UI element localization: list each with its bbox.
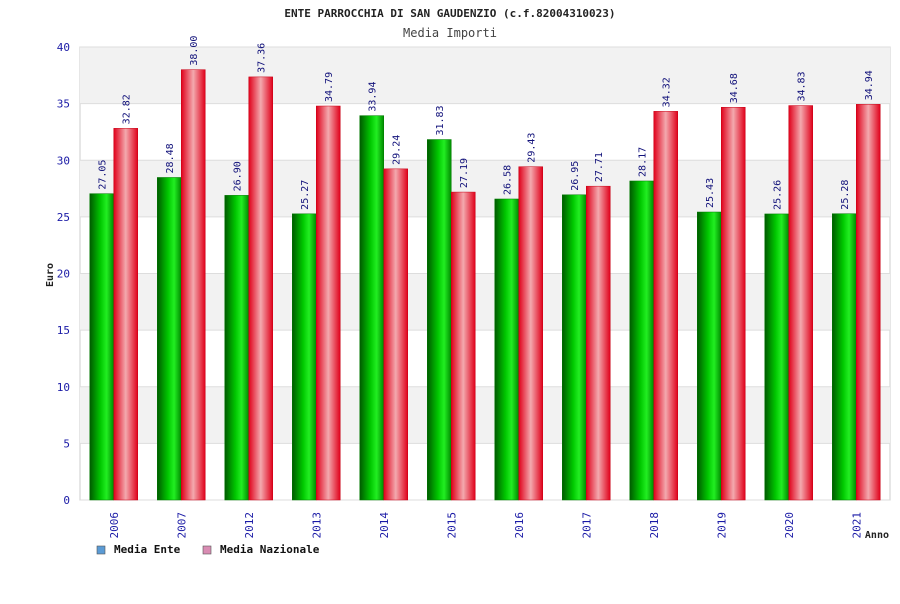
x-tick-label: 2015 [445, 512, 458, 539]
y-tick-label: 5 [63, 437, 70, 450]
data-label: 34.79 [324, 72, 335, 102]
bar-media-ente [224, 195, 249, 501]
x-tick-label: 2017 [580, 512, 593, 539]
bar-media-ente [427, 139, 452, 501]
grid-band [80, 386, 890, 444]
data-label: 26.58 [503, 165, 514, 195]
bar-media-nazionale [586, 185, 611, 501]
legend: Media Ente Media Nazionale [96, 543, 320, 556]
bar-media-nazionale [451, 191, 476, 501]
x-tick-label: 2006 [108, 512, 121, 539]
bar-media-ente [89, 193, 114, 501]
y-tick-label: 10 [57, 381, 70, 394]
bar-media-ente [494, 198, 519, 501]
data-label: 27.19 [459, 158, 470, 188]
bar-media-nazionale [248, 76, 273, 501]
data-label: 34.68 [729, 73, 740, 103]
data-label: 37.36 [257, 43, 268, 73]
legend-swatch-media-nazionale [202, 545, 212, 555]
legend-swatch-media-ente [96, 545, 106, 555]
bars-layer [89, 69, 881, 501]
x-tick-label: 2012 [243, 512, 256, 539]
x-tick-label: 2019 [715, 512, 728, 539]
x-tick-label: 2013 [310, 512, 323, 539]
data-label: 34.83 [797, 71, 808, 101]
data-label: 25.43 [705, 178, 716, 208]
y-tick-label: 20 [57, 268, 70, 281]
y-tick-label: 40 [57, 41, 70, 54]
grid-band [80, 47, 890, 104]
bar-media-nazionale [113, 128, 138, 501]
data-label: 25.27 [300, 180, 311, 210]
data-label: 29.24 [392, 135, 403, 165]
data-label: 26.95 [570, 161, 581, 191]
bar-media-ente [157, 177, 182, 501]
data-label: 34.32 [662, 77, 673, 107]
x-axis-ticks: 2006 2007 2012 2013 2014 2015 2016 2017 2018 2019… [108, 512, 864, 539]
data-label: 28.48 [165, 143, 176, 173]
grid-layer [80, 46, 890, 501]
x-tick-label: 2021 [850, 512, 863, 539]
bar-media-nazionale [383, 168, 408, 501]
bar-media-nazionale [653, 111, 678, 501]
grid-band [80, 160, 890, 217]
x-tick-label: 2014 [378, 512, 391, 539]
data-label: 38.00 [189, 36, 200, 66]
data-label: 26.90 [233, 161, 244, 191]
data-label: 28.17 [638, 147, 649, 177]
x-tick-label: 2007 [175, 512, 188, 539]
value-labels-layer: 27.05 32.82 28.48 38.00 26.90 37.36 25.27 34.79… [98, 36, 876, 210]
bar-media-nazionale [518, 166, 543, 501]
legend-label-media-ente: Media Ente [114, 543, 181, 556]
bar-media-nazionale [316, 105, 341, 501]
bar-media-ente [832, 213, 857, 501]
y-tick-label: 25 [57, 211, 70, 224]
data-label: 31.83 [435, 105, 446, 135]
y-axis-label: Euro [45, 263, 56, 287]
y-tick-label: 15 [57, 324, 70, 337]
data-label: 34.94 [864, 70, 875, 100]
data-label: 27.05 [98, 160, 109, 190]
y-axis-ticks: 0 5 10 15 20 25 30 35 40 [57, 41, 70, 507]
y-tick-label: 35 [57, 98, 70, 111]
x-tick-label: 2020 [783, 512, 796, 539]
x-axis-label: Anno [865, 530, 889, 541]
bar-media-ente [292, 213, 317, 501]
x-tick-label: 2018 [648, 512, 661, 539]
bar-media-ente [764, 213, 789, 501]
chart-title: ENTE PARROCCHIA DI SAN GAUDENZIO (c.f.82… [284, 7, 615, 20]
bar-media-ente [629, 180, 654, 501]
bar-media-ente [562, 194, 587, 501]
y-tick-label: 0 [63, 494, 70, 507]
data-label: 29.43 [527, 133, 538, 163]
bar-media-ente [697, 211, 722, 501]
bar-media-nazionale [788, 105, 813, 501]
data-label: 25.28 [840, 180, 851, 210]
data-label: 32.82 [122, 94, 133, 124]
x-tick-label: 2016 [513, 512, 526, 539]
legend-label-media-nazionale: Media Nazionale [220, 543, 320, 556]
bar-media-nazionale [856, 104, 881, 501]
bar-media-nazionale [181, 69, 206, 501]
y-tick-label: 30 [57, 154, 70, 167]
data-label: 27.71 [594, 152, 605, 182]
data-label: 33.94 [368, 82, 379, 112]
grid-band [80, 273, 890, 331]
bar-media-ente [359, 115, 384, 501]
bar-media-nazionale [721, 106, 746, 501]
data-label: 25.26 [773, 180, 784, 210]
chart-subtitle: Media Importi [403, 26, 497, 40]
